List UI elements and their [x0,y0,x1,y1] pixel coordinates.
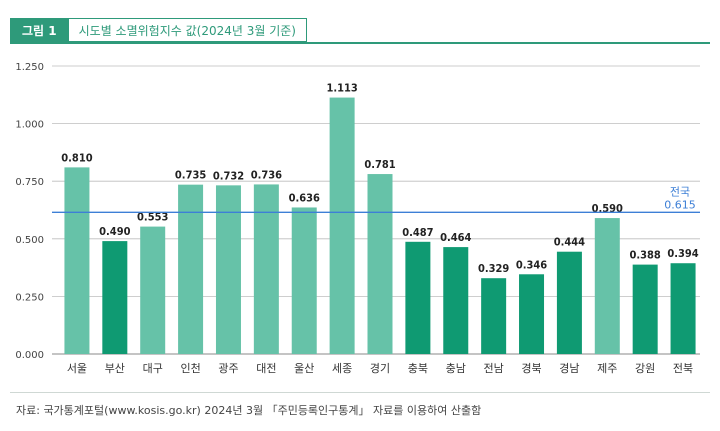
bar [178,184,204,354]
y-tick-label: 0.500 [15,235,44,246]
x-tick-label: 경남 [559,362,579,375]
bar-value-label: 0.346 [516,258,547,271]
figure-label: 그림 1 [10,18,69,42]
reference-label: 전국 [670,185,690,198]
bar-value-label: 0.590 [592,202,623,215]
y-tick-label: 0.250 [15,292,44,303]
bar-value-label: 0.553 [137,211,168,224]
y-tick-label: 1.000 [15,120,44,131]
bar-value-label: 0.781 [364,158,395,171]
x-tick-label: 강원 [635,362,655,375]
bar-value-label: 0.732 [213,169,244,182]
bar [215,185,241,354]
footer-divider [10,392,710,393]
bar-chart: 0.000 0.250 0.500 0.750 1.000 1.250 0.810 서울 0.4… [15,62,700,375]
x-tick-label: 서울 [67,362,87,375]
bar-value-label: 0.636 [289,191,320,204]
bar [291,207,317,354]
bar [670,263,696,354]
x-tick-label: 제주 [597,362,617,375]
x-tick-label: 대전 [256,362,276,375]
bar [481,278,507,354]
figure-title: 시도별 소멸위험지수 값(2024년 3월 기준) [68,18,307,42]
bar [329,97,355,354]
bar [443,247,469,354]
bar-value-label: 0.444 [554,236,585,249]
bar [519,274,545,354]
bar-value-label: 0.464 [440,231,471,244]
bar [405,241,431,354]
bar-value-label: 0.735 [175,169,206,182]
x-tick-label: 광주 [218,362,238,375]
y-tick-label: 0.000 [15,350,44,361]
bar [632,264,658,354]
x-tick-label: 경기 [370,362,390,375]
bar-value-label: 0.394 [667,247,698,260]
bar-value-label: 0.810 [61,151,92,164]
x-tick-label: 전북 [673,362,693,375]
bar [253,184,279,354]
header-divider [10,42,710,44]
reference-value-label: 0.615 [664,198,696,211]
y-tick-label: 1.250 [15,62,44,73]
x-tick-label: 울산 [294,362,314,375]
x-tick-label: 충남 [446,362,466,375]
bar [140,226,166,354]
bar-value-label: 0.388 [630,249,661,262]
bar-value-label: 0.487 [402,226,433,239]
bar [594,218,620,354]
bar [64,167,90,354]
bar-value-label: 0.490 [99,225,130,238]
x-tick-label: 부산 [105,362,125,375]
x-tick-label: 충북 [408,362,428,375]
bar-value-label: 0.329 [478,262,509,275]
x-tick-label: 전남 [484,362,504,375]
bar [367,174,393,354]
source-note: 자료: 국가통계포털(www.kosis.go.kr) 2024년 3월 「주민… [16,404,482,417]
figure-header: 그림 1 시도별 소멸위험지수 값(2024년 3월 기준) [10,18,307,42]
x-tick-label: 대구 [143,362,163,375]
bar-value-label: 0.736 [251,168,282,181]
bar-value-label: 1.113 [326,82,357,95]
x-tick-label: 경북 [521,362,541,375]
bar [102,241,128,354]
x-tick-label: 세종 [332,362,352,375]
x-tick-label: 인천 [180,361,200,375]
y-tick-label: 0.750 [15,177,44,188]
bar [556,251,582,354]
